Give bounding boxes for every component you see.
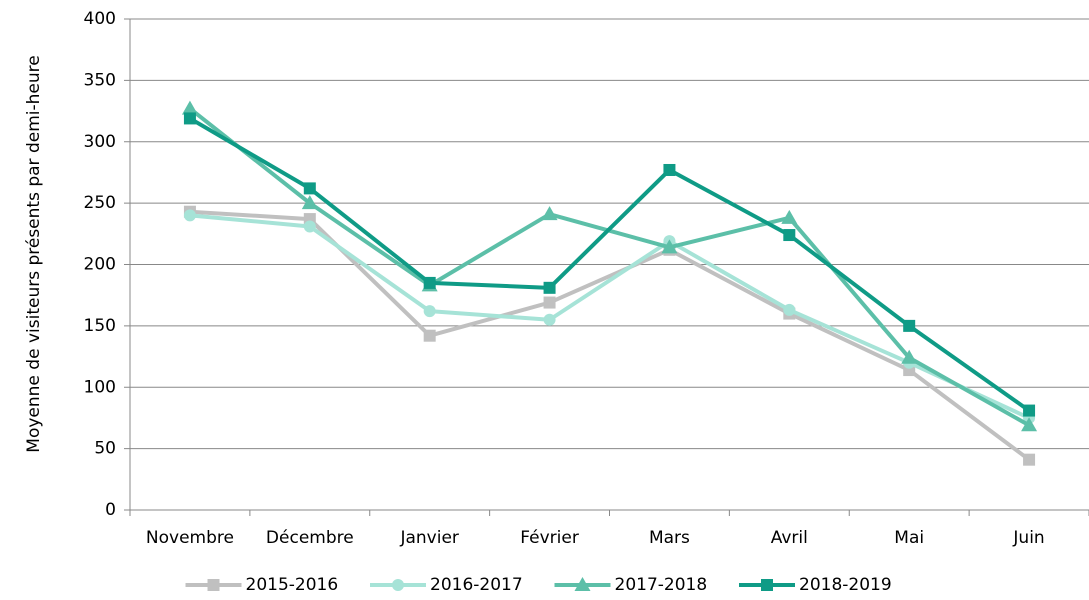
legend-label: 2018-2019 [799, 575, 892, 595]
legend-label: 2015-2016 [246, 575, 339, 595]
y-tick-label: 350 [84, 70, 116, 90]
x-tick-label: Février [520, 528, 579, 548]
data-point [663, 163, 676, 176]
y-tick-label: 100 [84, 377, 116, 397]
data-point [1023, 453, 1036, 466]
data-point [543, 296, 556, 309]
x-tick-label: Novembre [146, 528, 234, 548]
y-axis-label: Moyenne de visiteurs présents par demi-h… [24, 55, 44, 453]
x-tick-label: Avril [771, 528, 808, 548]
y-tick-label: 50 [94, 439, 116, 459]
x-tick-label: Mars [649, 528, 690, 548]
data-point [303, 220, 316, 233]
data-point [423, 305, 436, 318]
data-point [301, 195, 318, 210]
series-line [189, 209, 1031, 462]
y-tick-label: 150 [84, 316, 116, 336]
x-tick-label: Mai [894, 528, 924, 548]
y-tick-label: 200 [84, 255, 116, 275]
data-point [423, 329, 436, 342]
data-point [303, 182, 316, 195]
legend-marker [207, 579, 220, 591]
data-point [423, 276, 436, 289]
data-point [901, 349, 918, 364]
data-point [1023, 404, 1036, 417]
legend-label: 2017-2018 [615, 575, 708, 595]
series-line [188, 107, 1031, 428]
x-tick-label: Juin [1012, 528, 1044, 548]
series-line [188, 116, 1031, 413]
data-point [1021, 417, 1038, 432]
data-point [781, 209, 798, 224]
data-point [661, 239, 678, 254]
legend-label: 2016-2017 [430, 575, 523, 595]
y-tick-label: 300 [84, 132, 116, 152]
legend-marker [574, 577, 591, 591]
y-tick-label: 0 [105, 500, 116, 520]
y-tick-label: 250 [84, 193, 116, 213]
data-point [183, 112, 196, 125]
data-point [543, 313, 556, 326]
data-point [181, 100, 198, 115]
data-point [903, 319, 916, 332]
y-tick-label: 400 [84, 9, 116, 29]
x-tick-label: Décembre [266, 528, 354, 548]
legend-marker [761, 579, 773, 591]
x-tick-label: Janvier [399, 528, 458, 548]
data-point [543, 281, 556, 294]
data-point [541, 206, 558, 221]
data-point [783, 303, 796, 316]
legend-marker [392, 579, 404, 591]
series-line [189, 213, 1030, 420]
data-point [183, 209, 196, 222]
data-point [783, 229, 796, 242]
